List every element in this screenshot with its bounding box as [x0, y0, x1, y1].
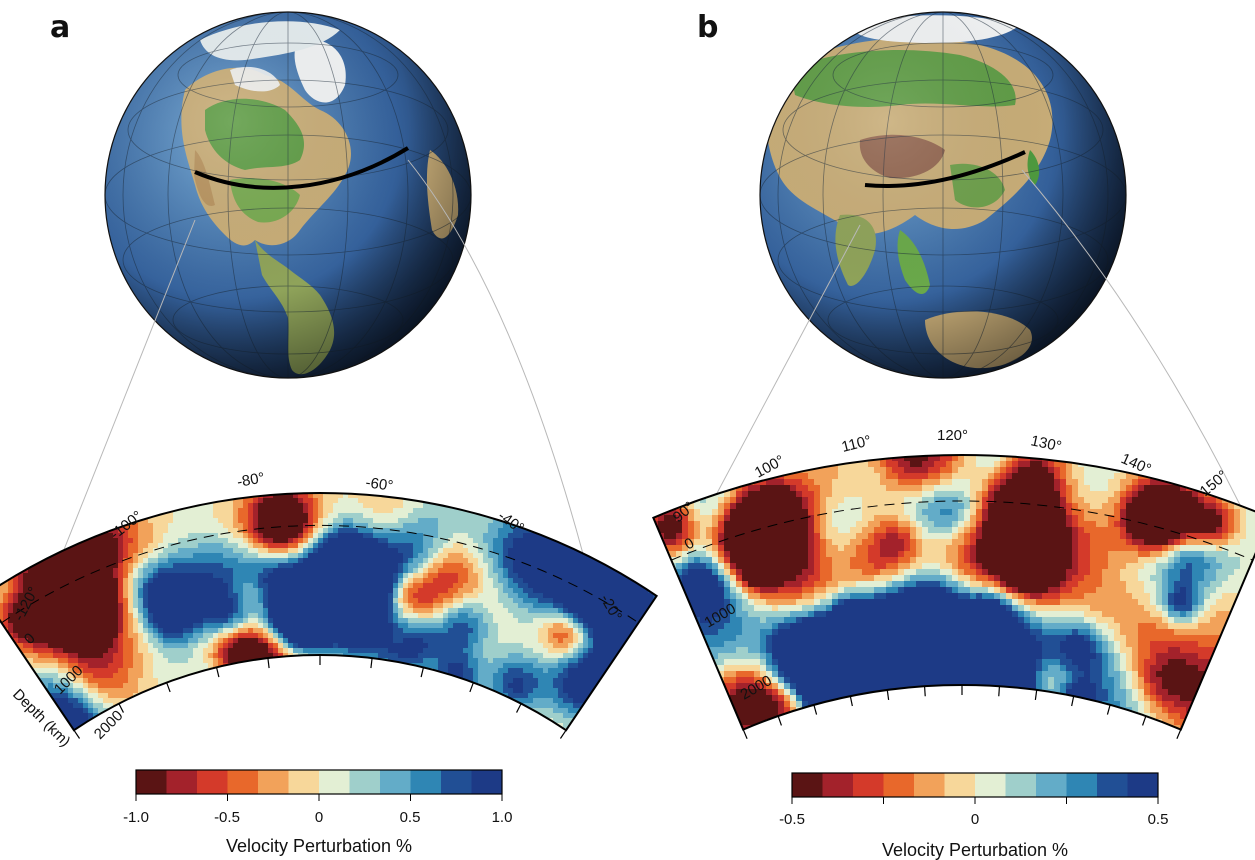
- colorbar-bin: [471, 770, 503, 794]
- globe-shading: [105, 12, 471, 378]
- colorbar-bin: [380, 770, 411, 794]
- section-outline-b: [652, 453, 1255, 731]
- colorbar-bin: [975, 773, 1006, 797]
- colorbar-bin: [822, 773, 854, 797]
- section-tick: [849, 696, 853, 707]
- colorbar-bin: [944, 773, 976, 797]
- section-tick: [1071, 696, 1075, 707]
- lon-tick-b-110: 110°: [840, 432, 873, 456]
- section-tick: [559, 729, 567, 739]
- projection-guide-left: [39, 219, 196, 611]
- section-tick: [813, 704, 818, 715]
- lon-tick-b-120: 120°: [937, 427, 968, 444]
- colorbar-a-tick-label: -0.5: [214, 809, 240, 826]
- section-tick: [1106, 704, 1111, 715]
- section-tick: [118, 703, 124, 713]
- cross-section-b: 90° 100° 110° 120° 130° 140° 150° 0 1000…: [652, 427, 1255, 739]
- colorbar-b-tick-label: 0: [971, 811, 979, 828]
- section-tick: [742, 729, 748, 739]
- colorbar-bin: [166, 770, 198, 794]
- colorbar-b-bins: [791, 773, 1159, 804]
- section-tick: [777, 715, 782, 726]
- section-tick: [998, 686, 1001, 697]
- colorbar-bin: [258, 770, 289, 794]
- colorbar-a-frame: [135, 769, 503, 795]
- colorbar-a-title: Velocity Perturbation %: [226, 836, 412, 856]
- transect-line: [864, 150, 1026, 188]
- panel-letter-b: b: [697, 10, 718, 45]
- colorbar-bin: [136, 770, 167, 794]
- section-tick: [469, 682, 474, 693]
- projection-guide-right: [407, 159, 596, 601]
- colorbar-bin: [883, 773, 915, 797]
- section-tick: [923, 686, 926, 697]
- globe-shading: [760, 12, 1126, 378]
- colorbar-bin: [319, 770, 350, 794]
- colorbar-bin: [410, 770, 442, 794]
- section-tick: [267, 658, 270, 669]
- section-outline-a: [0, 492, 659, 732]
- lon-tick-a-60: -60°: [364, 474, 394, 495]
- colorbar-bin: [197, 770, 228, 794]
- colorbar-b-frame: [791, 772, 1159, 798]
- section-tick: [516, 703, 522, 713]
- colorbar-bin: [288, 770, 320, 794]
- colorbar-bin: [1127, 773, 1159, 797]
- globe-outline: [104, 11, 472, 379]
- colorbar-bin: [227, 770, 259, 794]
- colorbar-b-title: Velocity Perturbation %: [882, 840, 1068, 860]
- transect-line: [194, 146, 410, 190]
- cross-section-a: -120° -100° -80° -60° -40° -20° 0 1000 2…: [0, 469, 659, 750]
- lon-tick-b-130: 130°: [1029, 432, 1063, 455]
- colorbar-bin: [1005, 773, 1037, 797]
- section-tick: [370, 658, 373, 669]
- colorbar-b: -0.5 0 0.5 Velocity Perturbation %: [779, 772, 1169, 860]
- globe-east-asia: [759, 11, 1127, 379]
- section-ticks-a: [73, 655, 567, 739]
- section-tick: [886, 689, 890, 700]
- colorbar-bin: [441, 770, 472, 794]
- section-tick: [1176, 729, 1182, 739]
- colorbar-b-tick-label: -0.5: [779, 811, 805, 828]
- section-tick: [1034, 689, 1038, 700]
- colorbar-bin: [1097, 773, 1128, 797]
- lon-tick-a-80: -80°: [236, 469, 266, 491]
- colorbar-a-bins: [135, 770, 503, 801]
- globe-north-america: [104, 11, 472, 379]
- colorbar-a-tick-label: 0: [315, 809, 323, 826]
- colorbar-a: -1.0 -0.5 0 0.5 1.0 Velocity Perturbatio…: [123, 769, 513, 856]
- section-tick: [215, 667, 220, 678]
- section-tick: [1142, 715, 1147, 726]
- panel-letter-a: a: [50, 10, 70, 45]
- panel-b: b: [652, 10, 1255, 860]
- tomography-field-a: [0, 493, 657, 731]
- projection-guide-left: [699, 224, 861, 526]
- panel-a: a: [0, 10, 659, 856]
- colorbar-a-tick-label: -1.0: [123, 809, 149, 826]
- colorbar-a-tick-label: 0.5: [400, 809, 421, 826]
- colorbar-bin: [914, 773, 945, 797]
- section-660km-line-b: [671, 500, 1253, 561]
- section-tick: [73, 729, 81, 739]
- section-ticks-b: [742, 685, 1182, 739]
- tomography-field-b: [653, 455, 1255, 730]
- section-tick: [166, 682, 171, 693]
- colorbar-bin: [792, 773, 823, 797]
- colorbar-a-tick-label: 1.0: [492, 809, 513, 826]
- colorbar-bin: [1036, 773, 1067, 797]
- colorbar-bin: [349, 770, 381, 794]
- colorbar-b-tick-label: 0.5: [1148, 811, 1169, 828]
- colorbar-bin: [1066, 773, 1098, 797]
- section-tick: [420, 667, 425, 678]
- colorbar-bin: [853, 773, 884, 797]
- projection-guide-right: [1021, 169, 1251, 526]
- globe-outline: [759, 11, 1127, 379]
